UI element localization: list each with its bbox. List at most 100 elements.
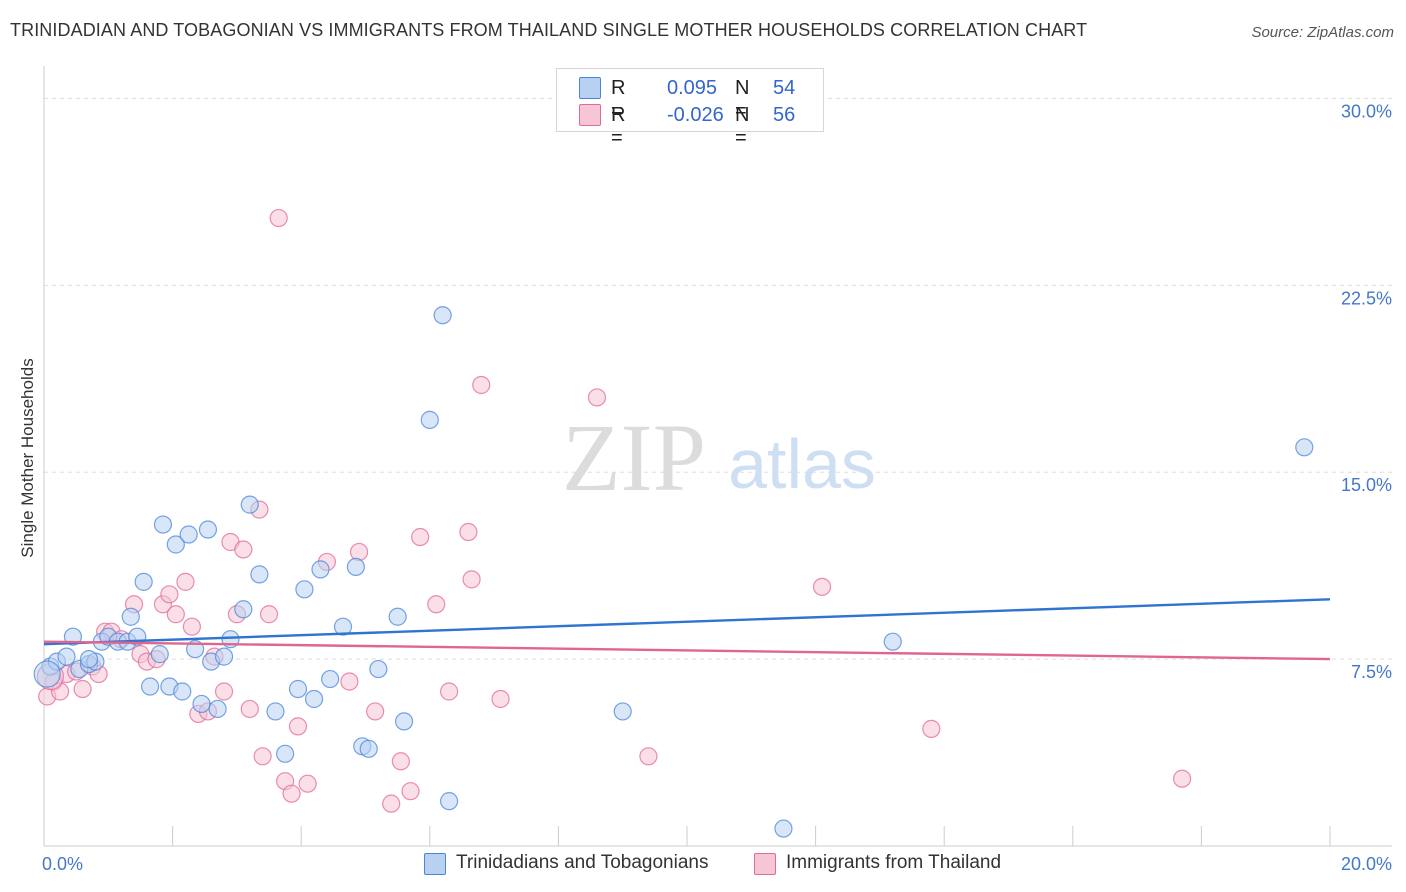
- trinidadian-point: [192, 694, 211, 714]
- pink-swatch: [754, 853, 776, 875]
- trinidadian-point: [359, 739, 378, 758]
- trinidadian-point: [173, 682, 192, 701]
- trinidadian-point: [420, 410, 439, 429]
- thailand-point: [472, 375, 491, 395]
- thailand-point: [282, 784, 301, 803]
- r-value: -0.026: [667, 104, 724, 126]
- thailand-point: [491, 689, 510, 709]
- legend-label: Trinidadians and Tobagonians: [456, 852, 709, 873]
- trinidadian-point: [613, 702, 632, 721]
- trinidadian-point: [433, 306, 452, 325]
- trend-line: [43, 598, 1331, 646]
- y-tick-label: 15.0%: [1341, 475, 1392, 495]
- trinidadian-point: [79, 650, 99, 669]
- trend-line: [43, 640, 1331, 661]
- pink-swatch: [579, 104, 601, 126]
- legend-label: Immigrants from Thailand: [786, 852, 1002, 873]
- trinidadian-point: [439, 792, 459, 811]
- thailand-point: [214, 682, 234, 701]
- trinidadian-point: [57, 647, 76, 666]
- correlation-legend: R = 0.095 N = 54 R = -0.026 N = 56: [556, 68, 824, 149]
- trinidadian-point: [166, 535, 185, 554]
- trinidadian-point: [234, 600, 253, 619]
- trinidadian-point: [346, 557, 365, 577]
- thailand-point: [391, 752, 410, 771]
- trinidadian-point: [321, 669, 340, 689]
- r-value: 0.095: [667, 77, 718, 99]
- trinidadian-point: [369, 659, 388, 679]
- blue-swatch: [579, 77, 601, 99]
- trinidadian-point: [394, 712, 414, 731]
- n-label: N =: [735, 77, 750, 122]
- trinidadian-point: [1295, 438, 1314, 457]
- thailand-point: [234, 540, 253, 559]
- thailand-point: [259, 605, 279, 624]
- trinidadian-point: [250, 565, 269, 584]
- trinidadian-point: [311, 560, 330, 579]
- thailand-point: [1173, 769, 1192, 788]
- trinidadian-point: [150, 645, 169, 664]
- thailand-point: [459, 522, 478, 542]
- n-value: 54: [773, 77, 796, 99]
- gridlines: [44, 97, 1392, 660]
- chart-title: TRINIDADIAN AND TOBAGONIAN VS IMMIGRANTS…: [10, 20, 1088, 40]
- y-tick-label: 30.0%: [1341, 101, 1392, 121]
- trinidadian-point: [134, 572, 153, 591]
- x-tick-label: 20.0%: [1341, 854, 1392, 874]
- thailand-point: [366, 702, 385, 721]
- thailand-point: [439, 682, 459, 701]
- trinidadian-point: [179, 525, 198, 544]
- series-legend: Trinidadians and Tobagonians Immigrants …: [0, 852, 1406, 878]
- r-label: R =: [611, 104, 626, 149]
- thailand-point: [269, 208, 288, 228]
- thailand-point: [160, 585, 179, 604]
- thailand-point: [182, 617, 201, 636]
- trinidadian-point: [333, 617, 353, 636]
- trinidadian-point: [33, 660, 61, 688]
- watermark-zip: ZIP: [562, 404, 706, 511]
- thailand-point: [639, 747, 658, 766]
- trinidadian-point: [153, 515, 173, 534]
- thailand-point: [427, 595, 446, 614]
- trinidadian-point: [883, 632, 902, 651]
- trinidadian-point: [295, 580, 314, 599]
- watermark-atlas: atlas: [728, 425, 876, 503]
- trend-lines: [43, 598, 1331, 661]
- thailand-point: [401, 782, 420, 801]
- thailand-point: [349, 542, 369, 562]
- thailand-point: [462, 570, 481, 589]
- thailand-point: [382, 794, 401, 813]
- trinidadian-point: [121, 607, 140, 626]
- thailand-point: [176, 572, 195, 591]
- trinidadian-point: [276, 744, 295, 763]
- trinidadian-point: [198, 520, 218, 539]
- blue-swatch: [424, 853, 446, 875]
- thailand-point: [73, 679, 92, 699]
- r-label: R =: [611, 77, 626, 122]
- thailand-point: [411, 527, 430, 547]
- thailand-point: [166, 605, 185, 624]
- thailand-point: [288, 717, 308, 736]
- series-trinidadians-and-tobagonians: [33, 306, 1314, 838]
- thailand-point: [587, 388, 607, 407]
- trinidadian-point: [208, 699, 227, 719]
- y-tick-label: 22.5%: [1341, 288, 1392, 308]
- axes: [43, 66, 1392, 847]
- thailand-point: [340, 672, 359, 691]
- thailand-point: [812, 577, 832, 596]
- trinidadian-point: [388, 607, 407, 626]
- n-label: N =: [735, 104, 750, 149]
- trinidadian-point: [266, 702, 285, 721]
- n-value: 56: [773, 104, 796, 126]
- trinidadian-point: [304, 689, 324, 709]
- thailand-point: [240, 699, 259, 719]
- trinidadian-point: [140, 677, 160, 696]
- x-tick-label: 0.0%: [42, 854, 83, 874]
- y-tick-label: 7.5%: [1351, 662, 1392, 682]
- trinidadian-point: [214, 647, 234, 666]
- trinidadian-point: [288, 679, 308, 699]
- tick-labels: 7.5% 15.0% 22.5% 30.0% 0.0% 20.0%: [42, 101, 1392, 874]
- source-label: Source: ZipAtlas.com: [1251, 24, 1394, 41]
- trinidadian-point: [240, 495, 259, 514]
